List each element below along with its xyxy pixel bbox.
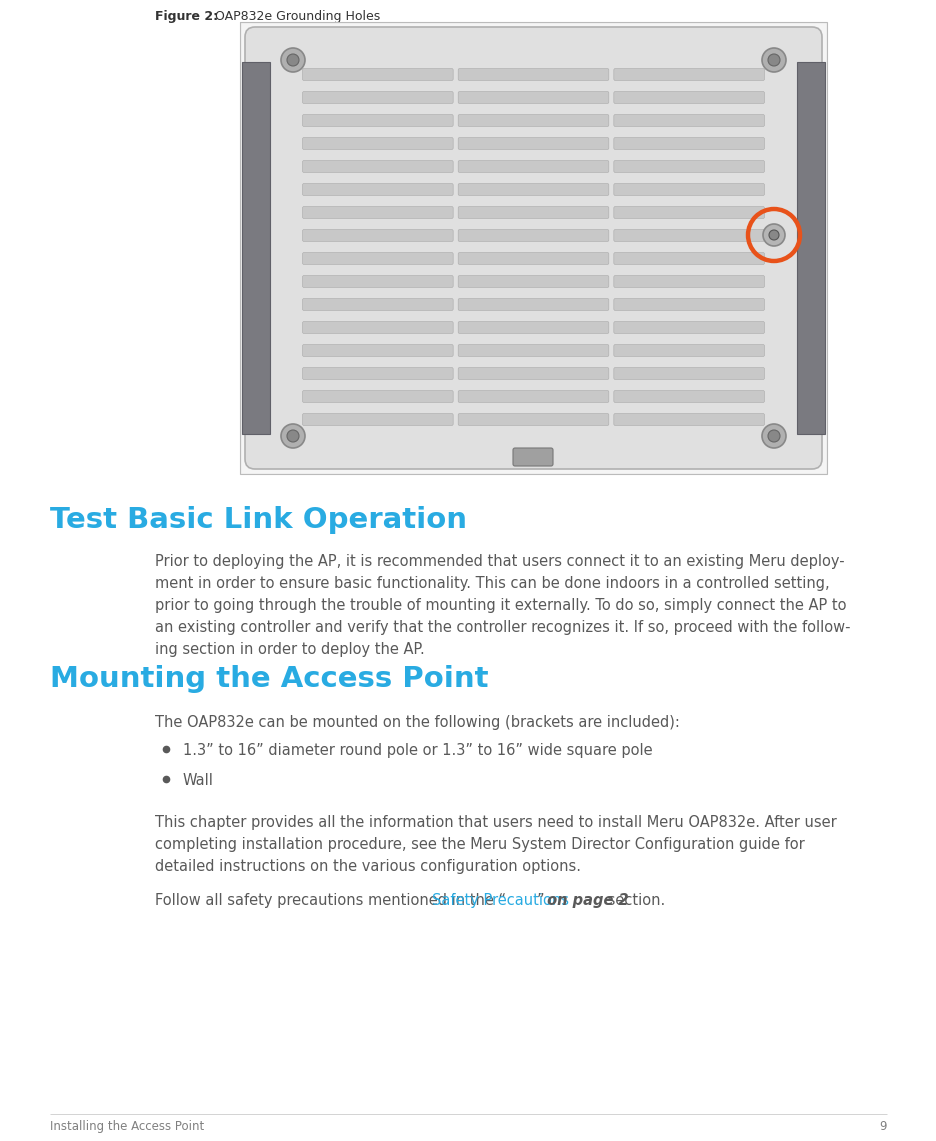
FancyBboxPatch shape (458, 114, 608, 127)
FancyBboxPatch shape (302, 322, 453, 333)
Bar (241, 62, 270, 434)
FancyBboxPatch shape (613, 413, 764, 426)
FancyBboxPatch shape (458, 252, 608, 265)
FancyBboxPatch shape (613, 161, 764, 172)
FancyBboxPatch shape (458, 367, 608, 380)
FancyBboxPatch shape (613, 91, 764, 104)
Text: Wall: Wall (183, 772, 213, 788)
Text: on page 2: on page 2 (542, 893, 628, 908)
FancyBboxPatch shape (458, 68, 608, 81)
Circle shape (286, 430, 299, 442)
FancyBboxPatch shape (613, 114, 764, 127)
Text: This chapter provides all the information that users need to install Meru OAP832: This chapter provides all the informatio… (154, 815, 836, 830)
FancyBboxPatch shape (302, 252, 453, 265)
FancyBboxPatch shape (458, 207, 608, 218)
FancyBboxPatch shape (458, 138, 608, 149)
Circle shape (768, 430, 779, 442)
FancyBboxPatch shape (302, 161, 453, 172)
FancyBboxPatch shape (302, 68, 453, 81)
Circle shape (768, 54, 779, 66)
FancyBboxPatch shape (458, 275, 608, 288)
Text: 9: 9 (879, 1120, 886, 1133)
Circle shape (761, 424, 785, 448)
FancyBboxPatch shape (613, 367, 764, 380)
FancyBboxPatch shape (613, 252, 764, 265)
FancyBboxPatch shape (302, 275, 453, 288)
FancyBboxPatch shape (458, 390, 608, 403)
FancyBboxPatch shape (302, 91, 453, 104)
FancyBboxPatch shape (302, 114, 453, 127)
Circle shape (281, 48, 305, 72)
FancyBboxPatch shape (613, 68, 764, 81)
FancyBboxPatch shape (613, 322, 764, 333)
FancyBboxPatch shape (458, 91, 608, 104)
Circle shape (761, 48, 785, 72)
FancyBboxPatch shape (302, 207, 453, 218)
FancyBboxPatch shape (458, 161, 608, 172)
Text: detailed instructions on the various configuration options.: detailed instructions on the various con… (154, 859, 580, 874)
Text: Mounting the Access Point: Mounting the Access Point (50, 665, 488, 693)
FancyBboxPatch shape (458, 184, 608, 195)
FancyBboxPatch shape (458, 229, 608, 242)
Text: Figure 2:: Figure 2: (154, 10, 218, 23)
Text: section.: section. (602, 893, 665, 908)
FancyBboxPatch shape (302, 184, 453, 195)
Text: Prior to deploying the AP, it is recommended that users connect it to an existin: Prior to deploying the AP, it is recomme… (154, 555, 843, 569)
Text: completing installation procedure, see the Meru System Director Configuration gu: completing installation procedure, see t… (154, 837, 804, 852)
FancyBboxPatch shape (302, 299, 453, 310)
Text: an existing controller and verify that the controller recognizes it. If so, proc: an existing controller and verify that t… (154, 620, 850, 636)
Circle shape (768, 230, 778, 240)
Text: ing section in order to deploy the AP.: ing section in order to deploy the AP. (154, 642, 424, 657)
FancyBboxPatch shape (613, 299, 764, 310)
Text: Safety Precautions: Safety Precautions (432, 893, 569, 908)
FancyBboxPatch shape (458, 322, 608, 333)
FancyBboxPatch shape (613, 184, 764, 195)
FancyBboxPatch shape (613, 345, 764, 356)
FancyBboxPatch shape (302, 390, 453, 403)
FancyBboxPatch shape (458, 299, 608, 310)
FancyBboxPatch shape (302, 138, 453, 149)
Bar (240, 22, 826, 474)
Text: ment in order to ensure basic functionality. This can be done indoors in a contr: ment in order to ensure basic functional… (154, 576, 828, 591)
FancyBboxPatch shape (458, 345, 608, 356)
Text: Test Basic Link Operation: Test Basic Link Operation (50, 505, 466, 534)
FancyBboxPatch shape (302, 413, 453, 426)
Text: The OAP832e can be mounted on the following (brackets are included):: The OAP832e can be mounted on the follow… (154, 715, 680, 730)
FancyBboxPatch shape (613, 390, 764, 403)
Circle shape (762, 224, 784, 246)
FancyBboxPatch shape (458, 413, 608, 426)
Text: 1.3” to 16” diameter round pole or 1.3” to 16” wide square pole: 1.3” to 16” diameter round pole or 1.3” … (183, 743, 652, 758)
FancyBboxPatch shape (613, 207, 764, 218)
FancyBboxPatch shape (613, 275, 764, 288)
Text: Follow all safety precautions mentioned in the “: Follow all safety precautions mentioned … (154, 893, 505, 908)
FancyBboxPatch shape (302, 367, 453, 380)
Text: Installing the Access Point: Installing the Access Point (50, 1120, 204, 1133)
FancyBboxPatch shape (302, 345, 453, 356)
FancyBboxPatch shape (244, 27, 821, 469)
FancyBboxPatch shape (613, 229, 764, 242)
Text: OAP832e Grounding Holes: OAP832e Grounding Holes (207, 10, 380, 23)
Circle shape (286, 54, 299, 66)
FancyBboxPatch shape (512, 448, 552, 466)
Bar (797, 62, 824, 434)
FancyBboxPatch shape (613, 138, 764, 149)
FancyBboxPatch shape (302, 229, 453, 242)
Text: ”: ” (536, 893, 544, 908)
Text: prior to going through the trouble of mounting it externally. To do so, simply c: prior to going through the trouble of mo… (154, 598, 845, 613)
Circle shape (281, 424, 305, 448)
